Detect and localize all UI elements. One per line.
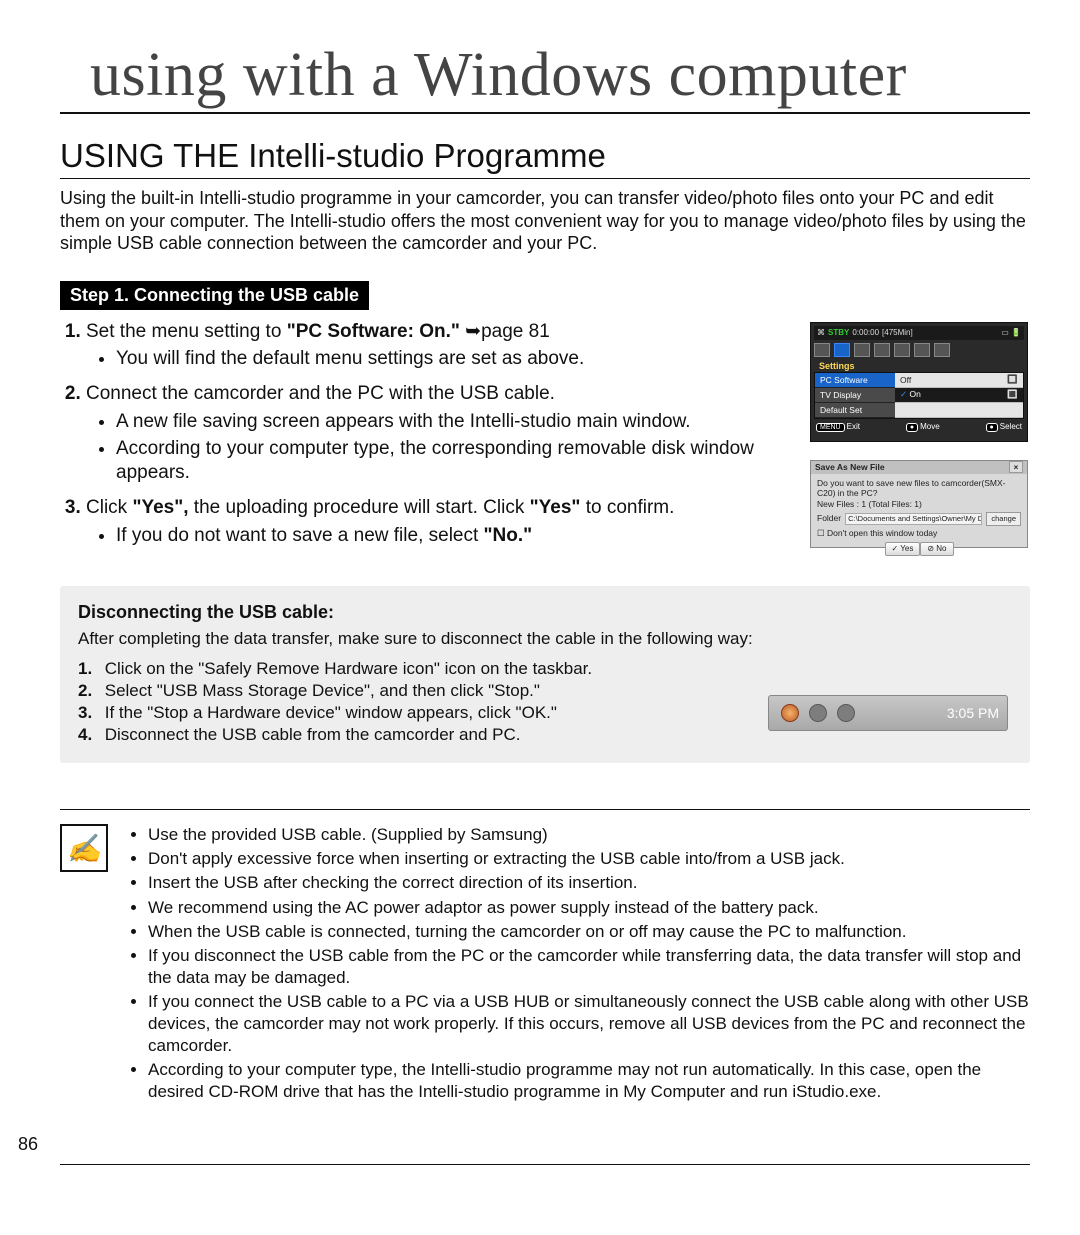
cam-select-pill: ● xyxy=(986,423,998,432)
cam-off-label: Off xyxy=(900,375,911,385)
cam-stby-label: STBY xyxy=(828,328,849,337)
step1-item-3-text-e: to confirm. xyxy=(586,497,675,518)
cam-exit-pill: MENU xyxy=(816,423,845,432)
divider xyxy=(60,809,1030,810)
tips-section: ✍ Use the provided USB cable. (Supplied … xyxy=(60,822,1030,1105)
tip-2: Don't apply excessive force when inserti… xyxy=(148,848,1030,870)
step1-item-2-sub1: A new file saving screen appears with th… xyxy=(116,410,796,435)
step1-item-1-sub1: You will find the default menu settings … xyxy=(116,347,796,372)
cam-row-empty xyxy=(895,403,1023,418)
disconnect-item-3: If the "Stop a Hardware device" window a… xyxy=(105,703,557,722)
step1-text-column: Set the menu setting to "PC Software: On… xyxy=(60,320,796,559)
disconnect-item-2: Select "USB Mass Storage Device", and th… xyxy=(105,681,540,700)
cam-row-defaultset-label: Default Set xyxy=(815,403,895,418)
step1-label: Step 1. Connecting the USB cable xyxy=(60,281,369,310)
step1-item-1-text-c: ➥page 81 xyxy=(465,321,550,342)
save-as-new-file-dialog: Save As New File × Do you want to save n… xyxy=(810,460,1028,548)
cam-move-label: Move xyxy=(920,422,940,431)
cam-move-pill: ● xyxy=(906,423,918,432)
dialog-folder-path: C:\Documents and Settings\Owner\My Docum… xyxy=(845,513,982,525)
step1-item-1: Set the menu setting to "PC Software: On… xyxy=(86,320,796,372)
dialog-title: Save As New File xyxy=(815,462,885,472)
tip-1: Use the provided USB cable. (Supplied by… xyxy=(148,824,1030,846)
dialog-yes-button[interactable]: ✓ Yes xyxy=(885,542,921,556)
cam-row-pcsoftware-label: PC Software xyxy=(815,373,895,388)
step1-item-3-text-d: "Yes" xyxy=(530,497,586,518)
tip-6: If you disconnect the USB cable from the… xyxy=(148,945,1030,989)
chapter-title: using with a Windows computer xyxy=(60,44,1030,114)
cam-row-off: Off🔲 xyxy=(895,373,1023,388)
dialog-checkbox-label[interactable]: Don't open this window today xyxy=(827,528,937,538)
step1-item-3-text-c: the uploading procedure will start. Clic… xyxy=(194,497,530,518)
step1-item-2-sub2: According to your computer type, the cor… xyxy=(116,437,796,486)
step1-item-3-text-a: Click xyxy=(86,497,132,518)
dialog-title-bar: Save As New File × xyxy=(811,461,1027,474)
section-title: USING THE Intelli-studio Programme xyxy=(60,138,1030,179)
dialog-close-button[interactable]: × xyxy=(1009,461,1023,473)
disconnect-note-box: Disconnecting the USB cable: After compl… xyxy=(60,586,1030,763)
step1-item-2: Connect the camcorder and the PC with th… xyxy=(86,382,796,486)
step1-item-1-text-a: Set the menu setting to xyxy=(86,321,287,342)
step1-body: Set the menu setting to "PC Software: On… xyxy=(60,320,1030,559)
tray-icon xyxy=(837,704,855,722)
step1-item-3-sub1-a: If you do not want to save a new file, s… xyxy=(116,525,484,546)
cam-menu: PC Software TV Display Default Set Off🔲 … xyxy=(814,372,1024,419)
tip-7: If you connect the USB cable to a PC via… xyxy=(148,991,1030,1057)
intro-paragraph: Using the built-in Intelli-studio progra… xyxy=(60,187,1030,255)
dialog-change-button[interactable]: change xyxy=(986,512,1021,526)
dialog-folder-label: Folder xyxy=(817,513,841,524)
step1-item-3-text-b: "Yes", xyxy=(132,497,193,518)
step1-item-3: Click "Yes", the uploading procedure wil… xyxy=(86,496,796,548)
note-icon: ✍ xyxy=(60,824,108,872)
cam-top-status-bar: ⌘ STBY 0:00:00 [475Min] ▭ 🔋 xyxy=(814,326,1024,340)
step1-item-1-text-b: "PC Software: On." xyxy=(287,321,465,342)
cam-settings-heading: Settings xyxy=(814,360,1024,372)
cam-exit-label: Exit xyxy=(847,422,860,431)
cam-bottom-hints: MENUExit ●Move ●Select xyxy=(814,419,1024,431)
step1-item-3-sub1-b: "No." xyxy=(484,525,533,546)
safely-remove-hardware-icon[interactable] xyxy=(781,704,799,722)
cam-on-label: On xyxy=(910,389,921,399)
disconnect-title: Disconnecting the USB cable: xyxy=(78,602,1012,623)
tips-list: Use the provided USB cable. (Supplied by… xyxy=(126,822,1030,1105)
step1-list: Set the menu setting to "PC Software: On… xyxy=(60,320,796,549)
tray-icons xyxy=(781,704,855,722)
dialog-line2: New Files : 1 (Total Files: 1) xyxy=(817,499,1021,510)
cam-time: 0:00:00 xyxy=(852,328,879,337)
dialog-line1: Do you want to save new files to camcord… xyxy=(817,478,1021,499)
page-number: 86 xyxy=(18,1134,38,1155)
tip-3: Insert the USB after checking the correc… xyxy=(148,872,1030,894)
disconnect-item-1: Click on the "Safely Remove Hardware ico… xyxy=(105,659,592,678)
tray-icon xyxy=(809,704,827,722)
cam-top-tabs xyxy=(814,343,1024,357)
cam-remain: [475Min] xyxy=(882,328,913,337)
tip-5: When the USB cable is connected, turning… xyxy=(148,921,1030,943)
disconnect-intro: After completing the data transfer, make… xyxy=(78,629,1012,649)
tip-8: According to your computer type, the Int… xyxy=(148,1059,1030,1103)
taskbar-tray-figure: 3:05 PM xyxy=(768,695,1008,731)
cam-on-check: ✓ xyxy=(900,389,907,399)
step1-item-3-sub1: If you do not want to save a new file, s… xyxy=(116,524,796,549)
manual-page: using with a Windows computer USING THE … xyxy=(0,0,1080,1235)
cam-row-tvdisplay-label: TV Display xyxy=(815,388,895,403)
cam-row-on: ✓ On🔳 xyxy=(895,388,1023,403)
disconnect-item-4: Disconnect the USB cable from the camcor… xyxy=(105,725,521,744)
camcorder-settings-screen: ⌘ STBY 0:00:00 [475Min] ▭ 🔋 Settings PC … xyxy=(810,322,1028,442)
dialog-no-button[interactable]: ⊘ No xyxy=(920,542,953,556)
cam-select-label: Select xyxy=(1000,422,1022,431)
tray-clock: 3:05 PM xyxy=(947,705,999,721)
tip-4: We recommend using the AC power adaptor … xyxy=(148,897,1030,919)
step1-item-2-text: Connect the camcorder and the PC with th… xyxy=(86,383,555,404)
step1-figure-column: ⌘ STBY 0:00:00 [475Min] ▭ 🔋 Settings PC … xyxy=(810,322,1030,548)
bottom-rule xyxy=(60,1164,1030,1165)
